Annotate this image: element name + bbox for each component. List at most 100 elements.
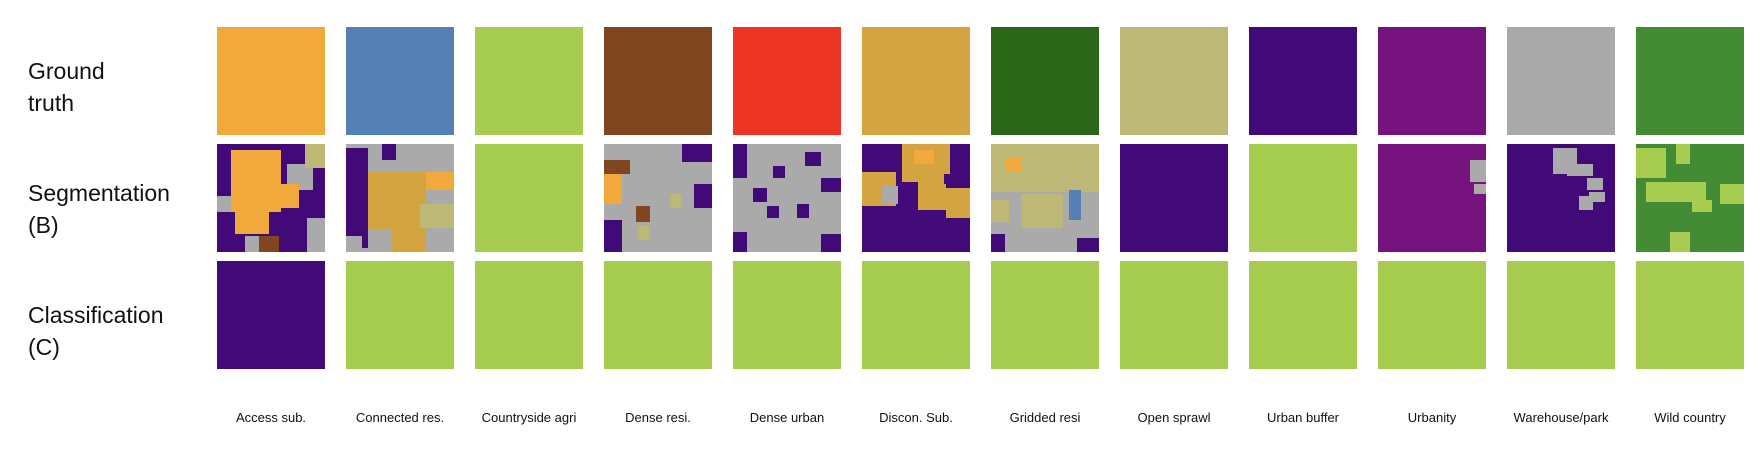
segmentation-patch xyxy=(1676,144,1690,164)
segmentation-patch xyxy=(1646,182,1706,202)
segmentation-patch xyxy=(245,236,259,252)
ground-truth-tile-urban-buffer xyxy=(1249,27,1357,135)
segmentation-patch xyxy=(1021,194,1063,228)
classification-tile-discon-sub xyxy=(862,261,970,369)
ground-truth-tile-access-sub xyxy=(217,27,325,135)
column-label-urban-buffer: Urban buffer xyxy=(1266,410,1340,425)
segmentation-patch xyxy=(638,226,650,240)
segmentation-patch xyxy=(426,172,454,190)
segmentation-patch xyxy=(1069,190,1081,220)
classification-tile-dense-urban xyxy=(733,261,841,369)
classification-tile-gridded-resi xyxy=(991,261,1099,369)
ground-truth-tile-connected-res xyxy=(346,27,454,135)
column-label-access-sub: Access sub. xyxy=(235,410,307,425)
segmentation-patch xyxy=(991,234,1005,252)
segmentation-patch xyxy=(307,218,325,252)
segmentation-patch xyxy=(1567,164,1593,176)
segmentation-patch xyxy=(821,234,841,252)
ground-truth-tile-wild-country xyxy=(1636,27,1744,135)
segmentation-patch xyxy=(1077,238,1099,252)
segmentation-patch xyxy=(1670,232,1690,252)
segmentation-tile-access-sub xyxy=(217,144,325,252)
ground-truth-tile-open-sprawl xyxy=(1120,27,1228,135)
segmentation-patch xyxy=(767,206,779,218)
classification-tile-dense-resi xyxy=(604,261,712,369)
segmentation-patch xyxy=(259,236,279,252)
ground-truth-tile-discon-sub xyxy=(862,27,970,135)
segmentation-patch xyxy=(944,174,960,184)
segmentation-patch xyxy=(914,150,934,164)
column-label-connected-res: Connected res. xyxy=(355,410,445,425)
ground-truth-tile-dense-resi xyxy=(604,27,712,135)
segmentation-tile-connected-res xyxy=(346,144,454,252)
segmentation-patch xyxy=(346,236,362,252)
column-label-open-sprawl: Open sprawl xyxy=(1137,410,1211,425)
ground-truth-tile-warehouse-park xyxy=(1507,27,1615,135)
segmentation-patch xyxy=(217,196,231,212)
column-label-gridded-resi: Gridded resi xyxy=(1009,410,1081,425)
segmentation-patch xyxy=(1005,158,1021,172)
column-label-warehouse-park: Warehouse/park xyxy=(1513,410,1609,425)
segmentation-patch xyxy=(882,186,898,204)
column-label-countryside-agri: Countryside agri xyxy=(481,410,577,425)
segmentation-patch xyxy=(368,172,426,230)
segmentation-patch xyxy=(604,160,630,174)
segmentation-tile-urban-buffer xyxy=(1249,144,1357,252)
segmentation-patch xyxy=(753,188,767,202)
segmentation-patch xyxy=(773,166,785,178)
segmentation-patch xyxy=(682,144,712,162)
segmentation-patch xyxy=(1589,192,1605,202)
column-label-wild-country: Wild country xyxy=(1654,410,1726,425)
ground-truth-tile-gridded-resi xyxy=(991,27,1099,135)
classification-tile-urbanity xyxy=(1378,261,1486,369)
column-label-urbanity: Urbanity xyxy=(1407,410,1457,425)
segmentation-tile-warehouse-park xyxy=(1507,144,1615,252)
segmentation-patch xyxy=(862,206,896,252)
row-label-classification: Classification (C) xyxy=(28,302,164,360)
segmentation-patch xyxy=(279,184,299,208)
segmentation-patch xyxy=(305,144,325,168)
segmentation-patch xyxy=(805,152,821,166)
row-label-segmentation: Segmentation (B) xyxy=(28,180,170,238)
row-label-ground-truth: Ground truth xyxy=(28,58,105,116)
segmentation-patch xyxy=(733,232,747,252)
segmentation-patch xyxy=(1636,148,1666,178)
classification-tile-access-sub xyxy=(217,261,325,369)
segmentation-patch xyxy=(1474,184,1486,194)
ground-truth-tile-dense-urban xyxy=(733,27,841,135)
segmentation-patch xyxy=(946,188,970,218)
segmentation-tile-discon-sub xyxy=(862,144,970,252)
classification-tile-open-sprawl xyxy=(1120,261,1228,369)
segmentation-patch xyxy=(1587,178,1603,190)
segmentation-patch xyxy=(420,204,454,228)
segmentation-patch xyxy=(604,174,622,204)
segmentation-tile-wild-country xyxy=(1636,144,1744,252)
segmentation-patch xyxy=(797,204,809,218)
segmentation-patch xyxy=(235,204,269,234)
segmentation-tile-dense-urban xyxy=(733,144,841,252)
segmentation-tile-open-sprawl xyxy=(1120,144,1228,252)
segmentation-patch xyxy=(1720,184,1744,204)
segmentation-patch xyxy=(1470,160,1486,182)
column-label-dense-urban: Dense urban xyxy=(749,410,825,425)
segmentation-patch xyxy=(1579,196,1593,210)
segmentation-tile-urbanity xyxy=(1378,144,1486,252)
ground-truth-tile-countryside-agri xyxy=(475,27,583,135)
classification-tile-connected-res xyxy=(346,261,454,369)
segmentation-patch xyxy=(733,144,747,178)
segmentation-patch xyxy=(694,184,712,208)
segmentation-patch xyxy=(231,150,281,212)
segmentation-patch xyxy=(918,182,946,210)
segmentation-patch xyxy=(821,178,841,192)
segmentation-patch xyxy=(382,144,396,160)
classification-tile-urban-buffer xyxy=(1249,261,1357,369)
column-label-dense-resi: Dense resi. xyxy=(625,410,691,425)
classification-tile-countryside-agri xyxy=(475,261,583,369)
segmentation-patch xyxy=(1692,200,1712,212)
segmentation-tile-dense-resi xyxy=(604,144,712,252)
segmentation-patch xyxy=(670,194,682,208)
ground-truth-tile-urbanity xyxy=(1378,27,1486,135)
segmentation-patch xyxy=(991,200,1009,222)
segmentation-patch xyxy=(392,230,426,252)
